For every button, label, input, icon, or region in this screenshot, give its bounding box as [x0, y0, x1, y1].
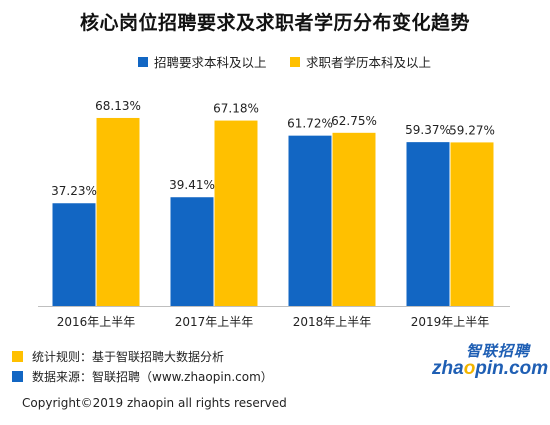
logo-cn-text: 智联招聘 — [465, 342, 530, 360]
data-label-jobseeker-1: 67.18% — [213, 102, 259, 116]
footer-rule-text: 统计规则：基于智联招聘大数据分析 — [32, 350, 225, 364]
category-label-2: 2018年上半年 — [293, 315, 372, 329]
bar-recruitment-0 — [52, 203, 96, 306]
footer-rule: 统计规则：基于智联招聘大数据分析 — [12, 348, 224, 365]
data-label-recruitment-0: 37.23% — [51, 184, 97, 198]
logo-en-text: zhaopin.com — [432, 358, 549, 379]
footer-source-text: 数据来源：智联招聘（www.zhaopin.com） — [32, 370, 273, 384]
data-label-jobseeker-0: 68.13% — [95, 99, 141, 113]
bar-jobseeker-1 — [214, 120, 258, 307]
copyright-text: Copyright©2019 zhaopin all rights reserv… — [22, 396, 287, 410]
legend-label-jobseeker: 求职者学历本科及以上 — [306, 55, 432, 70]
zhaopin-logo: 智联招聘 zhaopin.com — [430, 340, 548, 388]
data-label-recruitment-2: 61.72% — [287, 117, 333, 131]
data-label-recruitment-1: 39.41% — [169, 178, 215, 192]
chart-title: 核心岗位招聘要求及求职者学历分布变化趋势 — [79, 12, 470, 34]
legend-swatch-yellow — [290, 56, 300, 67]
bar-recruitment-1 — [170, 197, 214, 306]
data-label-jobseeker-3: 59.27% — [449, 123, 495, 137]
data-label-jobseeker-2: 62.75% — [331, 114, 377, 128]
data-label-recruitment-3: 59.37% — [405, 123, 451, 137]
bar-jobseeker-3 — [450, 142, 494, 306]
footer-rule-marker — [12, 351, 23, 362]
legend-item-recruitment: 招聘要求本科及以上 — [138, 52, 267, 71]
category-label-0: 2016年上半年 — [57, 315, 136, 329]
bar-recruitment-2 — [288, 135, 332, 306]
category-label-3: 2019年上半年 — [411, 315, 490, 329]
bar-recruitment-3 — [406, 142, 450, 306]
footer-source-marker — [12, 371, 23, 382]
legend-label-recruitment: 招聘要求本科及以上 — [154, 55, 267, 70]
bar-jobseeker-2 — [332, 132, 376, 306]
category-label-1: 2017年上半年 — [175, 315, 254, 329]
legend-swatch-blue — [138, 56, 148, 67]
legend-item-jobseeker: 求职者学历本科及以上 — [290, 52, 431, 71]
bar-jobseeker-0 — [96, 117, 140, 306]
footer-source: 数据来源：智联招聘（www.zhaopin.com） — [12, 368, 273, 385]
